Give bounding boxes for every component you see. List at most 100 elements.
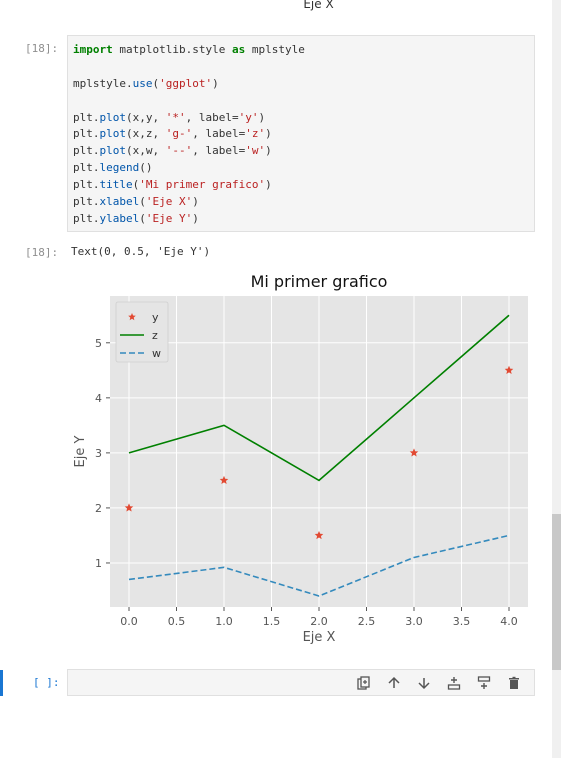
code-token: plot bbox=[99, 127, 127, 140]
y-tick-label: 2 bbox=[95, 502, 102, 515]
code-token: xlabel bbox=[99, 195, 140, 208]
duplicate-cell-button[interactable] bbox=[354, 674, 374, 692]
legend-label-y: y bbox=[152, 311, 159, 324]
scrollbar-thumb[interactable] bbox=[552, 514, 561, 670]
legend-marker-y bbox=[128, 313, 136, 321]
x-tick-label: 0.5 bbox=[168, 615, 186, 628]
legend-label-z: z bbox=[152, 329, 158, 342]
code-token: ) bbox=[265, 178, 272, 191]
move-down-button[interactable] bbox=[414, 674, 434, 692]
code-line: plt.legend() bbox=[73, 160, 153, 176]
code-token: ) bbox=[212, 77, 219, 90]
code-token: plt. bbox=[73, 111, 100, 124]
code-token: plt. bbox=[73, 161, 100, 174]
code-token: , label= bbox=[185, 111, 239, 124]
insert-below-button[interactable] bbox=[474, 674, 494, 692]
code-line: mplstyle.use('ggplot') bbox=[73, 76, 219, 92]
code-token: import bbox=[73, 43, 113, 56]
code-token: (x,z, bbox=[126, 127, 166, 140]
code-token: ) bbox=[265, 144, 272, 157]
move-down-icon bbox=[418, 678, 430, 690]
code-token: ) bbox=[192, 212, 199, 225]
x-axis-label: Eje X bbox=[303, 630, 336, 645]
series-y-point bbox=[219, 475, 229, 485]
plot-output: 0.0 0.5 1.0 1.5 2.0 2.5 3.0 3.5 4.0 1 2 3 4 5 Mi prime… bbox=[70, 266, 540, 652]
move-up-button[interactable] bbox=[384, 674, 404, 692]
code-line: plt.plot(x,z, 'g-', label='z') bbox=[73, 126, 272, 142]
previous-plot-xlabel: Eje X bbox=[303, 0, 334, 11]
code-token: (x,w, bbox=[126, 144, 166, 157]
code-token: '*' bbox=[165, 111, 186, 124]
series-y-point bbox=[314, 530, 324, 540]
y-axis-label: Eje Y bbox=[73, 435, 88, 467]
y-tick-label: 3 bbox=[95, 447, 102, 460]
legend-box bbox=[115, 301, 169, 363]
code-token: , label= bbox=[192, 127, 246, 140]
code-token: use bbox=[132, 77, 153, 90]
delete-icon bbox=[509, 676, 519, 689]
x-tick-label: 4.0 bbox=[500, 615, 518, 628]
code-token: plt. bbox=[73, 212, 100, 225]
x-tick-label: 2.5 bbox=[358, 615, 376, 628]
code-token: ) bbox=[258, 111, 266, 124]
code-token: plot bbox=[99, 144, 127, 157]
code-token: plot bbox=[99, 111, 127, 124]
insert-above-icon bbox=[447, 677, 461, 690]
code-token: ( bbox=[139, 195, 146, 208]
code-token: 'Mi primer grafico' bbox=[139, 178, 266, 191]
code-token: 'Eje Y' bbox=[145, 212, 193, 225]
series-y-point bbox=[409, 448, 419, 457]
x-tick-label: 1.0 bbox=[215, 615, 233, 628]
code-line: plt.title('Mi primer grafico') bbox=[73, 177, 272, 193]
code-token: plt. bbox=[73, 195, 100, 208]
code-line: plt.xlabel('Eje X') bbox=[73, 194, 199, 210]
insert-below-icon bbox=[477, 676, 491, 689]
code-token: 'y' bbox=[238, 111, 259, 124]
series-y-point bbox=[504, 365, 514, 374]
delete-cell-button[interactable] bbox=[504, 674, 524, 692]
vertical-scrollbar[interactable] bbox=[552, 0, 561, 758]
x-tick-label: 3.0 bbox=[405, 615, 423, 628]
code-token: as bbox=[231, 43, 246, 56]
code-token: legend bbox=[99, 161, 140, 174]
code-token: ylabel bbox=[99, 212, 140, 225]
chart-title: Mi primer grafico bbox=[251, 272, 388, 291]
code-token: ) bbox=[265, 127, 272, 140]
output-text: Text(0, 0.5, 'Eje Y') bbox=[71, 245, 211, 258]
code-token: 'g-' bbox=[165, 127, 193, 140]
code-token: mplstyle. bbox=[73, 77, 133, 90]
y-tick-label: 5 bbox=[95, 337, 102, 350]
code-token: plt. bbox=[73, 178, 100, 191]
duplicate-icon bbox=[357, 676, 370, 690]
code-cell-editor[interactable]: import matplotlib.style as mplstyle mplst… bbox=[67, 35, 535, 232]
cell-toolbar bbox=[354, 674, 524, 692]
code-token: mplstyle bbox=[245, 43, 305, 56]
code-token: () bbox=[139, 161, 153, 174]
empty-cell-prompt: [ ]: bbox=[33, 676, 60, 689]
code-token: 'w' bbox=[245, 144, 266, 157]
insert-above-button[interactable] bbox=[444, 674, 464, 692]
x-tick-label: 3.5 bbox=[453, 615, 471, 628]
code-token: 'ggplot' bbox=[159, 77, 213, 90]
series-z-line bbox=[128, 314, 510, 482]
code-line: plt.plot(x,w, '--', label='w') bbox=[73, 143, 272, 159]
line-chart: 0.0 0.5 1.0 1.5 2.0 2.5 3.0 3.5 4.0 1 2 3 4 5 Mi prime… bbox=[73, 272, 528, 645]
x-tick-label: 0.0 bbox=[120, 615, 138, 628]
active-cell-indicator bbox=[0, 670, 3, 696]
code-line: import matplotlib.style as mplstyle bbox=[73, 42, 305, 58]
legend-label-w: w bbox=[152, 347, 161, 360]
x-tick-label: 2.0 bbox=[310, 615, 328, 628]
code-token: plt. bbox=[73, 144, 100, 157]
code-line: plt.ylabel('Eje Y') bbox=[73, 211, 199, 227]
code-cell-prompt: [18]: bbox=[25, 42, 59, 55]
move-up-icon bbox=[388, 676, 400, 688]
code-line: plt.plot(x,y, '*', label='y') bbox=[73, 110, 265, 126]
code-token: ) bbox=[192, 195, 199, 208]
empty-cell-editor[interactable] bbox=[67, 669, 535, 696]
code-token: 'Eje X' bbox=[145, 195, 193, 208]
output-prompt: [18]: bbox=[25, 246, 59, 259]
code-token: '--' bbox=[165, 144, 193, 157]
code-token: plt. bbox=[73, 127, 100, 140]
x-tick-label: 1.5 bbox=[263, 615, 281, 628]
series-y-point bbox=[124, 503, 134, 512]
